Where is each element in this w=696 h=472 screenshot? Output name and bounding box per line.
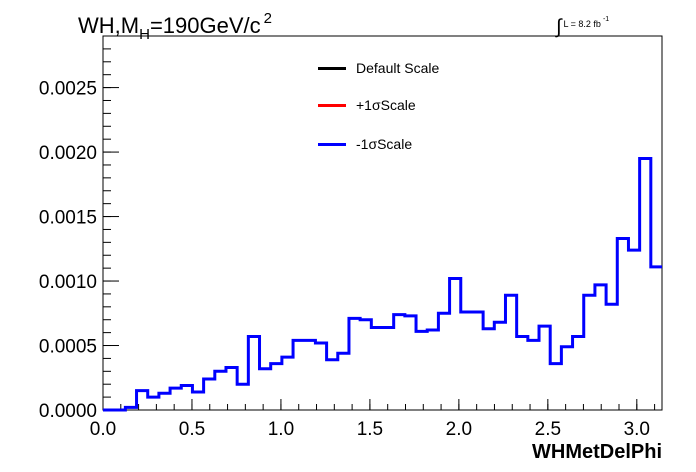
y-tick-label: 0.0020 (39, 143, 97, 164)
y-tick-label: 0.0025 (39, 79, 97, 100)
x-tick-label: 0.5 (179, 419, 205, 440)
y-tick-label: 0.0015 (39, 208, 97, 229)
series-line (103, 157, 662, 412)
x-tick-label: 0.0 (90, 419, 116, 440)
legend-label-plus1sigma: +1σScale (356, 97, 416, 113)
legend-entry-plus1sigma: +1σScale (318, 95, 416, 115)
legend-swatch-plus1sigma (318, 103, 346, 107)
legend-label-default: Default Scale (356, 60, 440, 76)
plot-frame (102, 35, 663, 411)
y-tick-label: 0.0000 (39, 401, 97, 422)
y-tick-label: 0.0005 (39, 337, 97, 358)
x-tick-label: 1.0 (268, 419, 294, 440)
y-axis: 0.0000 0.0005 0.0010 0.0015 0.0020 0.0025 (39, 35, 119, 422)
title-middle: =190GeV/c (149, 13, 261, 38)
integral-sign: ∫ (556, 16, 562, 38)
legend-entry-default: Default Scale (318, 58, 439, 78)
y-tick-label: 0.0010 (39, 272, 97, 293)
x-tick-label: 1.5 (357, 419, 383, 440)
luminosity-text: L = 8.2 fb (563, 19, 601, 29)
x-tick-label: 2.0 (446, 419, 472, 440)
legend-swatch-default (318, 66, 346, 70)
x-axis: 0.0 0.5 1.0 1.5 2.0 2.5 3.0 (90, 399, 656, 440)
luminosity-exponent: -1 (602, 16, 610, 23)
x-tick-label: 3.0 (624, 419, 650, 440)
chart-title: WH,MH=190GeV/c 2 (78, 10, 272, 43)
x-axis-label: WHMetDelPhi (532, 441, 662, 463)
title-subscript: H (139, 26, 150, 43)
legend-swatch-minus1sigma (318, 142, 346, 146)
title-prefix: WH,M (78, 13, 140, 38)
x-tick-label: 2.5 (535, 419, 561, 440)
legend-label-minus1sigma: -1σScale (356, 136, 413, 152)
title-superscript: 2 (263, 10, 272, 27)
luminosity-label: ∫ L = 8.2 fb -1 (556, 10, 610, 38)
legend-entry-minus1sigma: -1σScale (318, 134, 412, 154)
